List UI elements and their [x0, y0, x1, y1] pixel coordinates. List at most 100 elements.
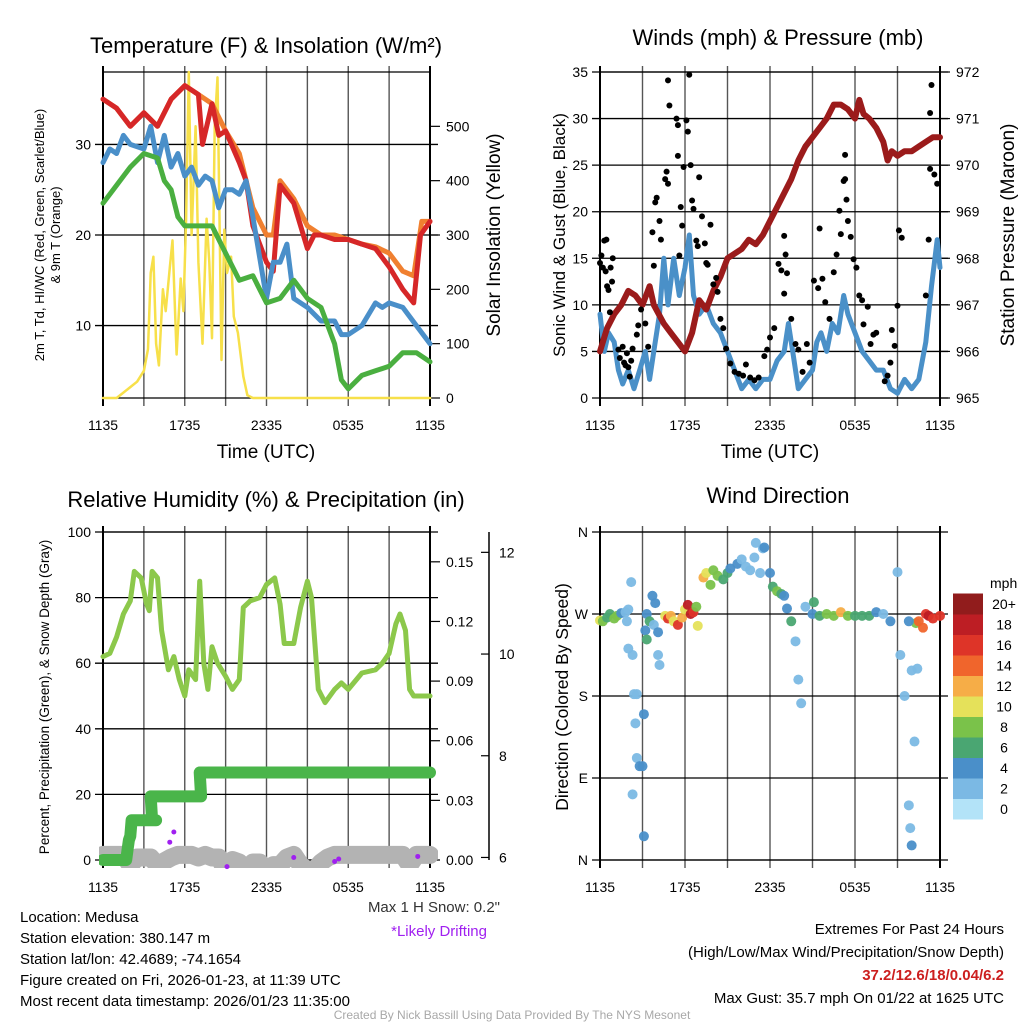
winds-gust-point	[775, 260, 782, 267]
wind-direction-y-tick-label: E	[579, 770, 588, 786]
winds-gust-point	[860, 321, 867, 328]
winds-gust-point	[680, 164, 687, 171]
max-gust-text: Max Gust: 35.7 mph On 01/22 at 1625 UTC	[714, 990, 1004, 1007]
winds-y-tick-label: 25	[572, 157, 588, 173]
wind-direction-direction-point	[736, 554, 747, 565]
temperature-y2-tick-label: 0	[446, 390, 454, 406]
winds-gust-point	[663, 168, 670, 175]
wind-direction-direction-point	[935, 610, 945, 621]
winds-gust-point	[810, 277, 817, 284]
winds-gust-point	[742, 361, 749, 368]
wind-direction-x-tick-label: 1135	[925, 879, 955, 895]
insolation-y2-axis-label: Solar Insolation (Yellow)	[484, 133, 505, 336]
winds-gust-point	[714, 288, 721, 295]
wind-direction-direction-point	[640, 625, 651, 636]
humidity-drifting-marker	[415, 853, 421, 859]
winds-gust-point	[788, 315, 795, 322]
colorbar-label: 4	[1000, 760, 1008, 776]
winds-gust-point	[822, 299, 829, 306]
winds-y2-tick-label: 969	[956, 204, 980, 220]
wind-direction-direction-point	[623, 604, 634, 615]
winds-gust-point	[710, 281, 717, 288]
figure-created-text: Figure created on Fri, 2026-01-23, at 11…	[20, 972, 341, 989]
wind-direction-direction-point	[621, 616, 632, 627]
wind-direction-direction-point	[895, 650, 906, 660]
winds-gust-point	[657, 236, 664, 243]
humidity-series-snow-depth	[99, 845, 438, 868]
winds-gust-point	[781, 232, 788, 239]
wind-direction-direction-point	[650, 598, 661, 609]
wind-direction-direction-point	[808, 597, 819, 608]
winds-y2-tick-label: 970	[956, 157, 980, 173]
wind-direction-direction-point	[705, 579, 716, 590]
winds-gust-point	[816, 225, 823, 232]
winds-gust-point	[723, 345, 730, 352]
wind-direction-direction-point	[905, 823, 916, 834]
humidity-series-precipitation	[99, 766, 436, 866]
winds-y2-tick-label: 966	[956, 343, 980, 359]
winds-gust-point	[928, 82, 935, 89]
winds-gust-point	[713, 274, 720, 281]
winds-gust-point	[673, 115, 680, 122]
winds-gust-point	[833, 251, 840, 258]
temperature-series-dew-point	[100, 151, 433, 392]
winds-gust-point	[616, 354, 623, 361]
winds-y-tick-label: 30	[572, 111, 588, 127]
winds-gust-point	[635, 322, 642, 329]
winds-gust-point	[615, 346, 622, 353]
wind-direction-y-axis-label: Direction (Colored By Speed)	[552, 583, 572, 811]
wind-direction-direction-point	[750, 537, 761, 548]
humidity-series-relative-humidity	[100, 568, 433, 706]
winds-gust-point	[656, 218, 663, 225]
humidity-x-tick-label: 0535	[333, 879, 364, 895]
winds-gust-point	[602, 268, 609, 275]
winds-x-axis-label: Time (UTC)	[721, 442, 820, 463]
colorbar-title: mph	[990, 575, 1017, 591]
winds-gust-point	[864, 303, 871, 310]
winds-y2-tick-label: 972	[956, 64, 980, 80]
wind-direction-y-tick-label: N	[578, 524, 588, 540]
winds-gust-point	[628, 357, 635, 364]
winds-y-tick-label: 20	[572, 204, 588, 220]
temperature-y-axis-label-line2: & 9m T (Orange)	[48, 186, 63, 283]
wind-direction-direction-point	[630, 718, 641, 729]
wind-direction-direction-point	[790, 636, 801, 647]
wind-direction-direction-point	[692, 620, 703, 631]
winds-gust-point	[633, 331, 640, 338]
winds-gust-point	[747, 374, 754, 381]
temperature-x-tick-label: 1135	[88, 417, 118, 433]
winds-gust-point	[689, 197, 696, 204]
humidity-y-tick-label: 60	[75, 655, 91, 671]
colorbar-swatch	[953, 696, 983, 717]
humidity-y-tick-label: 80	[75, 590, 91, 606]
wind-direction-direction-point	[899, 691, 910, 701]
winds-gust-point	[803, 340, 810, 347]
winds-gust-point	[609, 278, 616, 285]
elevation-text: Station elevation: 380.147 m	[20, 930, 210, 947]
humidity-y-axis-label: Percent, Precipitation (Green), & Snow D…	[37, 540, 52, 854]
likely-drifting-note: *Likely Drifting	[391, 923, 487, 940]
wind-direction-direction-point	[638, 709, 649, 720]
winds-gust-point	[873, 329, 880, 336]
pressure-y2-axis-label: Station Pressure (Maroon)	[998, 124, 1019, 347]
winds-gust-point	[684, 128, 691, 135]
winds-gust-point	[717, 315, 724, 322]
winds-gust-point	[662, 176, 669, 183]
wind-direction-direction-point	[745, 565, 756, 576]
wind-direction-direction-point	[627, 789, 638, 800]
wind-direction-direction-point	[885, 616, 896, 627]
wind-direction-direction-point	[627, 650, 638, 660]
temperature-y2-tick-label: 500	[446, 118, 470, 134]
winds-gust-point	[884, 372, 891, 379]
winds-y-axis-label: Sonic Wind & Gust (Blue, Black)	[550, 113, 569, 357]
temperature-series-2m-t	[100, 83, 433, 306]
wind-direction-direction-point	[637, 761, 648, 772]
winds-x-tick-label: 1135	[925, 417, 955, 433]
winds-gust-point	[679, 222, 686, 229]
winds-gust-point	[898, 234, 905, 241]
wind-direction-direction-point	[654, 660, 665, 671]
winds-gust-point	[782, 251, 789, 258]
wind-direction-direction-point	[878, 609, 889, 619]
location-text: Location: Medusa	[20, 909, 139, 926]
